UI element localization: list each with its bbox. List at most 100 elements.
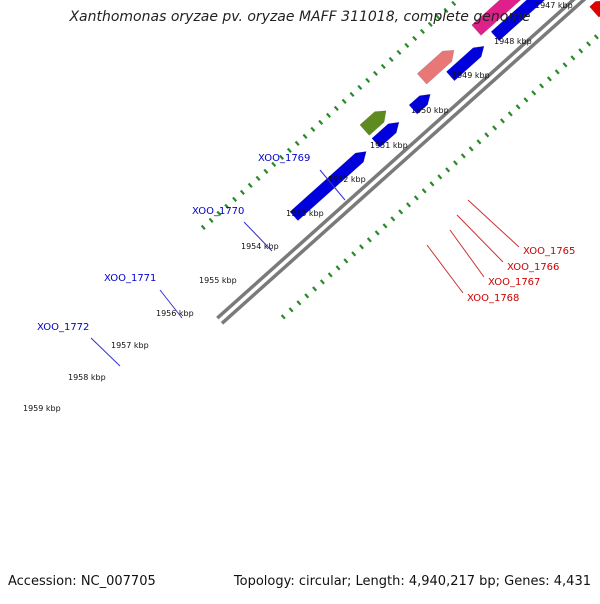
scale-dot-outer — [279, 154, 285, 160]
scale-dot-outer — [310, 126, 316, 132]
scale-dot-outer — [263, 168, 269, 174]
scale-label: 1956 kbp — [156, 309, 194, 318]
scale-dot-outer — [373, 70, 378, 77]
scale-dot-inner — [288, 307, 294, 313]
scale-dot-inner — [429, 181, 435, 187]
gene-label-right: XOO_1766 — [507, 262, 559, 273]
scale-dot-outer — [318, 119, 324, 126]
scale-dot-outer — [255, 175, 261, 181]
backbone-line — [216, 0, 576, 320]
scale-dot-inner — [452, 160, 458, 166]
gene-leader-line — [243, 221, 273, 252]
scale-dot-inner — [398, 209, 404, 215]
scale-label: 1954 kbp — [241, 242, 279, 251]
gene-arrow-blue — [371, 121, 400, 148]
gene-label-left: XOO_1770 — [192, 206, 244, 217]
scale-dot-inner — [327, 272, 333, 278]
scale-label: 1947 kbp — [535, 1, 573, 10]
scale-dot-outer — [247, 182, 253, 188]
gene-arrow-olive — [359, 110, 387, 136]
gene-label-left: XOO_1771 — [104, 273, 156, 284]
scale-dot-inner — [351, 251, 357, 257]
scale-label: 1953 kbp — [286, 209, 324, 218]
scale-dot-inner — [570, 55, 576, 61]
scale-dot-inner — [374, 230, 380, 236]
scale-dot-inner — [319, 279, 325, 285]
gene-arrow-blue — [490, 0, 546, 42]
scale-dot-outer — [412, 35, 418, 42]
scale-dot-outer — [396, 49, 402, 56]
scale-dot-inner — [523, 97, 529, 103]
gene-arrow-red — [589, 0, 600, 18]
scale-dot-outer — [294, 140, 300, 146]
scale-dot-outer — [326, 112, 332, 119]
scale-dot-outer — [208, 217, 214, 223]
scale-dot-inner — [421, 188, 427, 194]
page-title: Xanthomonas oryzae pv. oryzae MAFF 31101… — [69, 9, 531, 25]
scale-dot-inner — [304, 293, 310, 299]
scale-label: 1948 kbp — [494, 37, 532, 46]
scale-dot-inner — [539, 83, 545, 89]
scale-dot-inner — [554, 69, 560, 75]
scale-dot-outer — [427, 21, 433, 28]
gene-leader-line — [449, 229, 485, 278]
scale-dot-inner — [445, 167, 451, 173]
scale-dot-inner — [359, 244, 365, 250]
genome-summary-text: Topology: circular; Length: 4,940,217 bp… — [233, 574, 591, 589]
scale-dot-outer — [232, 196, 238, 202]
scale-dot-outer — [451, 0, 457, 7]
scale-dot-inner — [280, 314, 286, 320]
scale-label: 1959 kbp — [23, 404, 61, 413]
scale-dot-inner — [515, 104, 521, 110]
gene-label-right: XOO_1768 — [467, 293, 519, 304]
scale-dot-inner — [531, 90, 537, 96]
gene-label-right: XOO_1767 — [488, 277, 540, 288]
scale-dot-outer — [404, 42, 410, 49]
scale-dot-inner — [460, 153, 466, 159]
scale-dot-outer — [349, 91, 355, 98]
gene-leader-line — [159, 289, 183, 319]
scale-dot-inner — [507, 111, 513, 117]
scale-dot-outer — [302, 133, 308, 139]
scale-dot-outer — [388, 56, 394, 63]
scale-dot-outer — [224, 203, 230, 209]
scale-dot-inner — [312, 286, 318, 292]
scale-dot-outer — [333, 105, 339, 112]
scale-dot-inner — [335, 265, 341, 271]
scale-dot-inner — [296, 300, 302, 306]
scale-dot-inner — [578, 48, 584, 54]
scale-dot-inner — [499, 118, 505, 124]
scale-dot-inner — [406, 202, 411, 208]
gene-leader-line — [426, 244, 464, 294]
scale-dot-inner — [562, 62, 568, 68]
scale-dot-inner — [366, 237, 372, 243]
scale-dot-outer — [200, 224, 206, 230]
gene-label-left: XOO_1772 — [37, 322, 89, 333]
gene-label-right: XOO_1765 — [523, 246, 575, 257]
scale-label: 1951 kbp — [370, 141, 408, 150]
scale-dot-outer — [286, 147, 292, 153]
gene-arrow-salmon — [416, 49, 455, 85]
scale-label: 1955 kbp — [199, 276, 237, 285]
scale-dot-outer — [365, 77, 371, 84]
scale-dot-outer — [443, 7, 449, 14]
scale-dot-outer — [239, 189, 245, 195]
scale-dot-outer — [216, 210, 222, 216]
scale-dot-inner — [586, 41, 592, 47]
gene-arrow-blue — [408, 93, 431, 115]
accession-text: Accession: NC_007705 — [8, 574, 156, 589]
gene-label-left: XOO_1769 — [258, 153, 310, 164]
scale-dot-inner — [492, 125, 498, 131]
scale-dot-outer — [341, 98, 347, 105]
scale-dot-outer — [380, 63, 386, 70]
gene-arrow-blue — [289, 151, 367, 222]
scale-dot-inner — [546, 76, 552, 82]
scale-dot-outer — [357, 84, 363, 91]
scale-label: 1952 kbp — [328, 175, 366, 184]
scale-label: 1958 kbp — [68, 373, 106, 382]
gene-leader-line — [456, 214, 504, 263]
gene-arrow-magenta — [471, 0, 522, 36]
gene-leader-line — [319, 169, 346, 201]
scale-label: 1949 kbp — [452, 71, 490, 80]
gene-leader-line — [467, 199, 520, 248]
